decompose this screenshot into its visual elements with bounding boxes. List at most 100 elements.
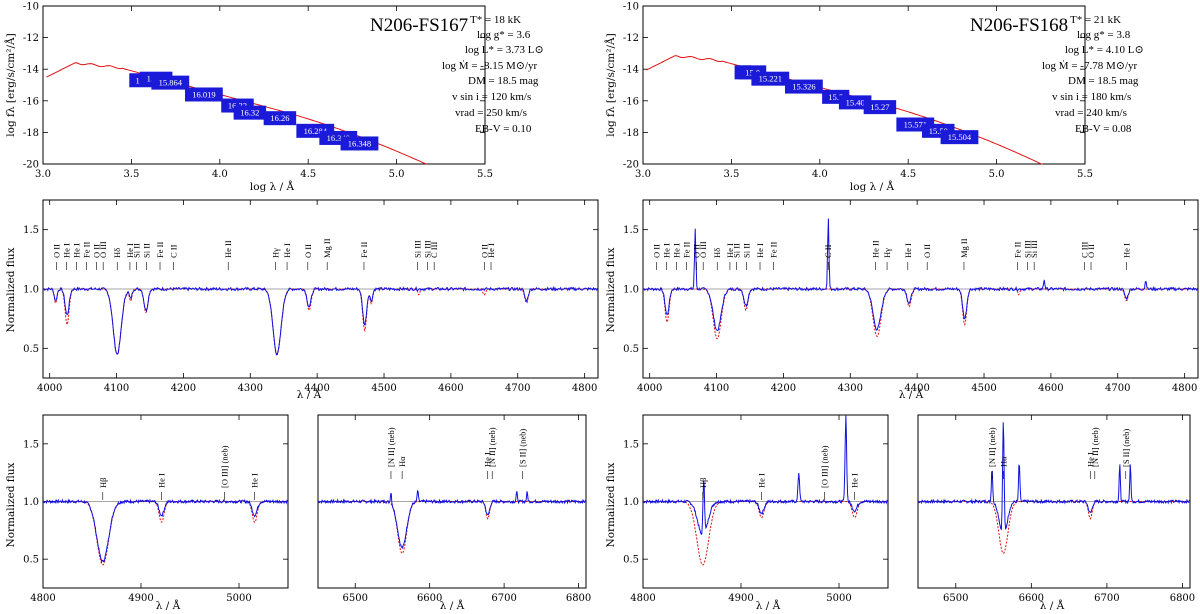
x-tick-label: 6700	[491, 593, 516, 604]
line-id-label: He I	[757, 473, 767, 488]
photometry-label: 15.571	[904, 120, 927, 130]
y-tick-label: 0.5	[23, 555, 39, 566]
x-tick-label: 4100	[104, 383, 129, 394]
x-tick-label: 4500	[971, 383, 996, 394]
star-title-fs168: N206-FS168	[970, 15, 1068, 36]
line-id-label: He I	[125, 243, 135, 258]
model-spectrum	[43, 501, 288, 566]
x-tick-label: 4400	[304, 383, 329, 394]
photometry-label: 15.27	[870, 102, 889, 112]
x-tick-label: 6800	[566, 593, 591, 604]
line-id-label: He I	[486, 243, 496, 258]
x-tick-label: 4900	[728, 593, 753, 604]
photometry-label: 15.864	[159, 78, 183, 88]
photometry-label: 16.26	[270, 113, 289, 123]
line-id-label: [N II] (neb)	[386, 427, 396, 467]
hb-x-label-fs167: λ / Å	[156, 598, 181, 612]
y-tick-label: -20	[23, 160, 39, 171]
y-tick-label: 1.0	[623, 285, 639, 296]
photometry-box	[863, 100, 897, 115]
params-fs167: T* = 18 kK log g* = 3.6 log L* = 3.73 L⊙…	[442, 14, 544, 135]
line-id-label: Hα	[397, 456, 407, 467]
x-tick-label: 4.5	[300, 169, 316, 180]
x-tick-label: 4000	[37, 383, 62, 394]
line-id-label: He I	[755, 243, 765, 258]
ha-x-label-fs167: λ / Å	[440, 598, 465, 612]
line-id-label: Fe II	[681, 242, 691, 258]
param-teff: T* = 18 kK	[470, 14, 521, 26]
line-id-label: Si III	[1029, 240, 1039, 258]
star-title-fs167: N206-FS167	[370, 15, 468, 36]
line-id-label: [O III] (neb)	[219, 445, 229, 488]
x-tick-label: 5.0	[389, 169, 405, 180]
photometry-label: 15.5	[828, 92, 843, 102]
param-dm: DM = 18.5 mag	[468, 75, 539, 87]
x-tick-label: 4900	[128, 593, 153, 604]
hbeta-panel-fs168: 4800 4900 5000 0.5 1.0 1.5 Hβ He I [O III] (neb)…	[623, 414, 889, 604]
line-id-label: Fe II	[359, 242, 369, 258]
x-tick-label: 4800	[1172, 383, 1197, 394]
param-ebv: EB-V = 0.10	[475, 123, 532, 135]
y-tick-label: -10	[23, 2, 39, 13]
line-id-label: C II	[168, 244, 178, 258]
blue-y-label-fs167: Normalized flux	[5, 247, 17, 332]
y-tick-label: 1.0	[23, 497, 39, 508]
y-tick-label: 1.5	[623, 439, 639, 450]
y-tick-label: -18	[23, 128, 39, 139]
line-id-label: He I	[250, 473, 260, 488]
line-id-label: He I	[671, 243, 681, 258]
hbeta-panel-fs167: 4800 4900 5000 0.5 1.0 1.5 Hβ He I [O III] (neb)…	[23, 414, 289, 604]
x-tick-label: 4500	[371, 383, 396, 394]
x-tick-label: 6600	[417, 593, 442, 604]
param-vsini: v sin i = 120 km/s	[452, 91, 531, 103]
x-tick-label: 4700	[505, 383, 530, 394]
x-tick-label: 3.0	[35, 169, 51, 180]
x-tick-label: 5000	[826, 593, 851, 604]
photometry-label: 16.284	[304, 126, 328, 136]
blue-x-label-fs168: λ / Å	[899, 387, 924, 401]
param-ebv: EB-V = 0.08	[1075, 123, 1132, 135]
line-id-label: C III	[1079, 242, 1089, 258]
line-id-label: [N II] (neb)	[1090, 427, 1100, 467]
line-id-label: Hα	[998, 456, 1008, 467]
y-tick-label: -14	[23, 65, 39, 76]
y-tick-label: -16	[623, 96, 639, 107]
y-tick-label: 0.5	[23, 344, 39, 355]
line-id-label: [N II] (neb)	[487, 427, 497, 467]
observed-spectrum	[642, 218, 1198, 332]
x-tick-label: 4200	[771, 383, 796, 394]
line-id-label: Mg II	[322, 238, 332, 258]
x-tick-label: 4400	[904, 383, 929, 394]
line-id-label: He I	[1121, 243, 1131, 258]
param-logg: log g* = 3.6	[477, 29, 531, 41]
param-logl: log L* = 4.10 L⊙	[1065, 44, 1144, 56]
line-id-label: [O III] (neb)	[819, 445, 829, 488]
line-id-label: O II	[651, 244, 661, 258]
line-id-label: O II	[303, 244, 313, 258]
line-id-label: He I	[282, 243, 292, 258]
model-spectrum	[43, 288, 598, 355]
sed-y-label-fs167: log fλ [erg/s/cm²/Å]	[3, 33, 17, 136]
model-spectrum	[918, 501, 1190, 555]
x-tick-label: 5.5	[477, 169, 493, 180]
observed-spectrum	[42, 498, 289, 564]
photometry-box	[751, 71, 790, 86]
line-id-label: Fe II	[1012, 242, 1022, 258]
y-tick-label: -20	[623, 160, 639, 171]
photometry-label: 15.221	[759, 74, 782, 84]
blue-spectrum-panel-fs168: 4000 4100 4200 4300 4400 4500 4600 4700 4800 0.5 1…	[623, 199, 1199, 394]
y-tick-label: -12	[23, 33, 39, 44]
line-id-label: O II	[922, 244, 932, 258]
model-spectrum	[643, 288, 1198, 340]
photometry-label: 16.348	[348, 138, 371, 148]
x-tick-label: 4800	[630, 593, 655, 604]
y-tick-label: -18	[623, 128, 639, 139]
line-id-label: He I	[61, 243, 71, 258]
y-tick-label: 1.0	[23, 285, 39, 296]
photometry-label: 16.019	[192, 89, 215, 99]
hb-y-label-fs167: Normalized flux	[5, 462, 17, 547]
line-id-label: Fe II	[155, 242, 165, 258]
photometry-box	[784, 79, 823, 94]
line-id-label: Si II	[142, 243, 152, 258]
line-id-label: O II	[691, 244, 701, 258]
